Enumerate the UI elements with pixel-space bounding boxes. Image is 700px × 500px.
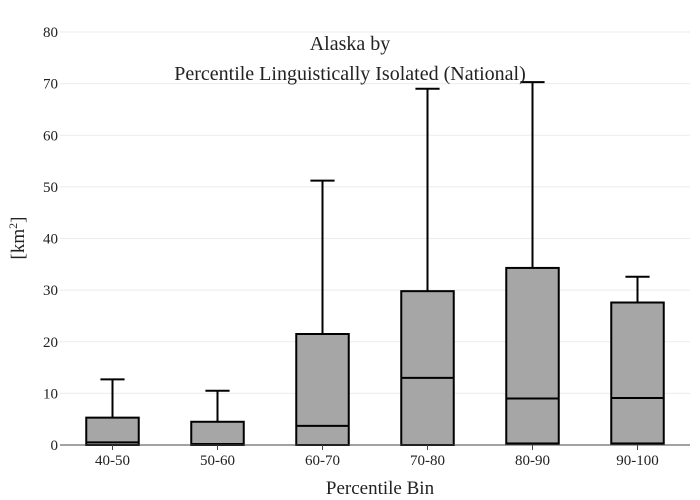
box-40-50	[85, 378, 140, 447]
y-axis-label-close: ]	[8, 217, 29, 223]
box-90-100	[610, 275, 665, 445]
y-tick-label-50: 50	[43, 180, 58, 196]
box-70-80	[400, 87, 455, 446]
box-body-60-70	[295, 333, 350, 447]
box-body-50-60	[190, 420, 245, 446]
box-body-40-50	[85, 416, 140, 447]
x-tick-label-40-50: 40-50	[95, 453, 130, 469]
box-50-60	[190, 389, 245, 446]
x-axis-label: Percentile Bin	[326, 478, 435, 499]
x-tick-label-50-60: 50-60	[200, 453, 235, 469]
x-tick-label-80-90: 80-90	[515, 453, 550, 469]
x-tick-label-60-70: 60-70	[305, 453, 340, 469]
x-axis-ticks: 40-50 50-60 60-70 70-80 80-90 90-100	[95, 445, 659, 469]
grid-lines	[60, 31, 690, 394]
y-tick-label-40: 40	[43, 232, 58, 248]
y-axis-label-superscript: 2	[6, 223, 20, 229]
box-body-70-80	[400, 290, 455, 446]
y-tick-label-10: 10	[43, 386, 58, 402]
box-series	[85, 81, 665, 447]
y-axis-label: [km2]	[6, 217, 29, 260]
y-tick-label-20: 20	[43, 335, 58, 351]
y-tick-label-0: 0	[51, 438, 59, 454]
y-axis-label-base: [km	[8, 229, 29, 260]
chart-title-line1: Alaska by	[310, 33, 391, 55]
box-60-70	[295, 179, 350, 447]
y-axis-ticks: 0 10 20 30 40 50 60 70 80	[43, 25, 58, 454]
box-body-80-90	[505, 266, 560, 445]
y-tick-label-60: 60	[43, 128, 58, 144]
y-tick-label-70: 70	[43, 77, 58, 93]
box-body-90-100	[610, 301, 665, 445]
y-tick-label-80: 80	[43, 25, 58, 41]
y-tick-label-30: 30	[43, 283, 58, 299]
x-tick-label-90-100: 90-100	[616, 453, 659, 469]
chart-title-line2: Percentile Linguistically Isolated (Nati…	[174, 63, 526, 85]
box-80-90	[505, 81, 560, 445]
x-tick-label-70-80: 70-80	[410, 453, 445, 469]
